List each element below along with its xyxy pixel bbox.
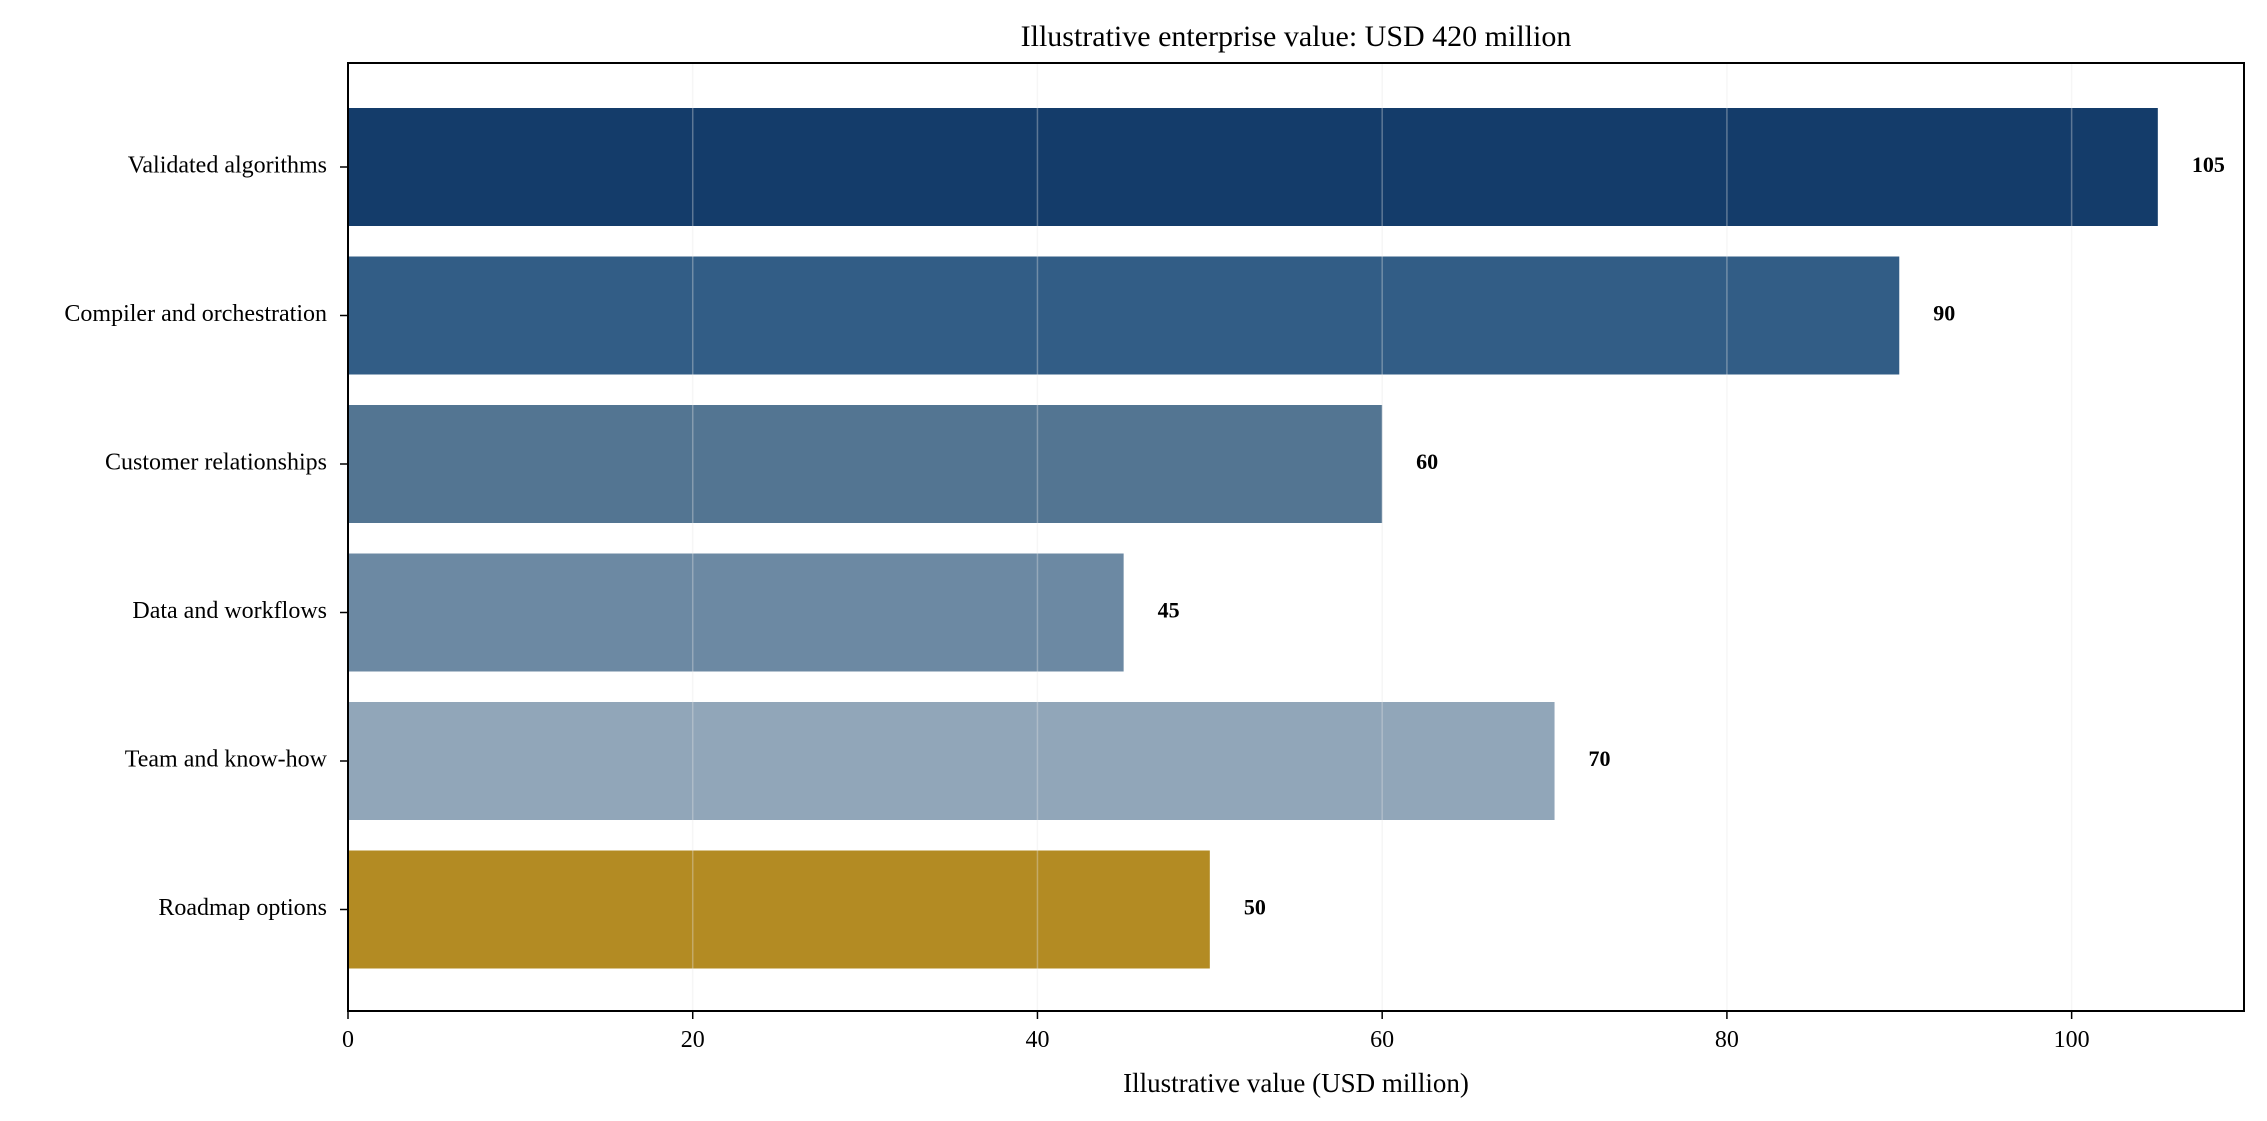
bar bbox=[348, 702, 1555, 820]
x-tick-label: 80 bbox=[1715, 1027, 1739, 1053]
chart-title: Illustrative enterprise value: USD 420 m… bbox=[1021, 20, 1572, 53]
value-label: 50 bbox=[1244, 895, 1266, 920]
category-label: Compiler and orchestration bbox=[64, 301, 327, 327]
bar bbox=[348, 405, 1383, 523]
value-label: 60 bbox=[1416, 449, 1438, 474]
category-label: Team and know-how bbox=[125, 747, 328, 773]
bar bbox=[348, 850, 1210, 969]
x-tick-label: 40 bbox=[1025, 1027, 1049, 1053]
x-tick-label: 20 bbox=[681, 1027, 705, 1053]
x-axis-ticks: 0 20 40 60 80 100 bbox=[342, 1011, 2090, 1053]
category-label: Validated algorithms bbox=[128, 153, 327, 179]
value-labels: 105 90 60 45 70 50 bbox=[1158, 152, 2225, 920]
x-tick-label: 100 bbox=[2054, 1027, 2090, 1053]
grid-lines bbox=[691, 63, 2073, 1011]
x-tick-label: 60 bbox=[1370, 1027, 1394, 1053]
x-tick-label: 0 bbox=[342, 1027, 354, 1053]
plot-frame bbox=[347, 62, 2245, 1012]
x-axis-title: Illustrative value (USD million) bbox=[1123, 1068, 1469, 1098]
bar bbox=[348, 553, 1124, 672]
bars bbox=[348, 108, 2158, 969]
category-label: Customer relationships bbox=[105, 450, 327, 476]
category-label: Data and workflows bbox=[132, 598, 327, 624]
bar bbox=[348, 108, 2158, 226]
bar bbox=[348, 256, 1900, 375]
value-label: 45 bbox=[1158, 598, 1180, 623]
y-axis-ticks: Validated algorithms Compiler and orchest… bbox=[64, 153, 348, 921]
category-label: Roadmap options bbox=[158, 895, 327, 921]
value-label: 105 bbox=[2192, 152, 2225, 177]
value-label: 90 bbox=[1933, 301, 1955, 326]
value-label: 70 bbox=[1589, 746, 1611, 771]
